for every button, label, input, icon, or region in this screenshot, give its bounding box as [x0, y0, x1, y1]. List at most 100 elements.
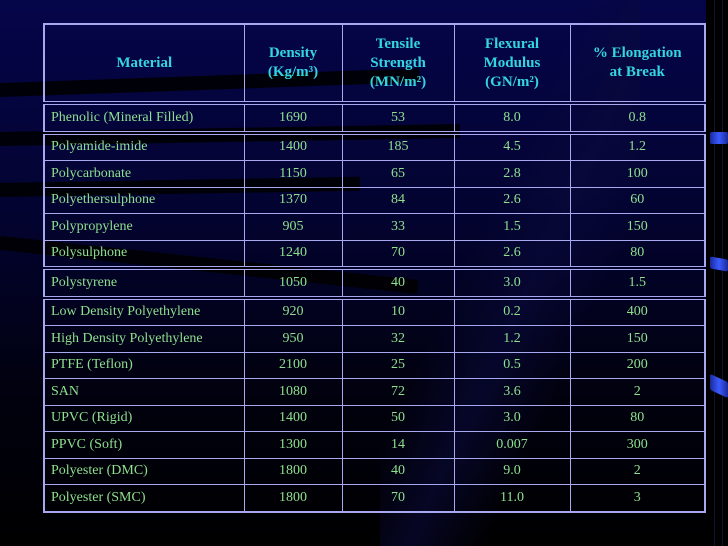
cell-elongation: 100 [569, 160, 706, 188]
cell-elongation: 0.8 [569, 101, 706, 133]
table-row: Polyester (DMC) 1800 40 9.0 2 [43, 457, 706, 485]
cell-elongation: 1.2 [569, 130, 706, 161]
cell-density: 1050 [243, 266, 343, 298]
header-material: Material [43, 23, 245, 104]
cell-material: Polyester (DMC) [43, 457, 245, 485]
cell-elongation: 400 [569, 295, 706, 326]
plastics-properties-table: Material Density (Kg/m³) Tensile Strength(… [43, 23, 706, 513]
cell-elongation: 150 [569, 325, 706, 353]
table-row: Polyethersulphone 1370 84 2.6 60 [43, 186, 706, 214]
cell-elongation: 1.5 [569, 266, 706, 298]
header-elongation: % Elongation at Break [569, 23, 706, 104]
cell-flexural: 1.5 [453, 213, 571, 241]
table-row: Polyamide-imide 1400 185 4.5 1.2 [43, 130, 706, 161]
cell-flexural: 11.0 [453, 484, 571, 512]
cell-flexural: 4.5 [453, 130, 571, 161]
table-row: Polystyrene 1050 40 3.0 1.5 [43, 266, 706, 298]
cell-density: 1690 [243, 101, 343, 133]
cell-elongation: 200 [569, 351, 706, 379]
rail-line [722, 0, 723, 546]
cell-tensile: 72 [341, 378, 455, 406]
cell-flexural: 1.2 [453, 325, 571, 353]
cell-material: Polyester (SMC) [43, 484, 245, 512]
cell-density: 2100 [243, 351, 343, 379]
cell-material: Phenolic (Mineral Filled) [43, 101, 245, 133]
cell-density: 905 [243, 213, 343, 241]
cell-flexural: 9.0 [453, 457, 571, 485]
cell-elongation: 2 [569, 378, 706, 406]
cell-material: Polycarbonate [43, 160, 245, 188]
cell-material: Low Density Polyethylene [43, 295, 245, 326]
cell-flexural: 0.007 [453, 431, 571, 459]
cell-material: PTFE (Teflon) [43, 351, 245, 379]
cell-elongation: 2 [569, 457, 706, 485]
cell-density: 1240 [243, 239, 343, 269]
cell-tensile: 10 [341, 295, 455, 326]
cell-tensile: 25 [341, 351, 455, 379]
cell-flexural: 2.8 [453, 160, 571, 188]
cell-density: 1800 [243, 457, 343, 485]
cell-tensile: 40 [341, 266, 455, 298]
cell-density: 1800 [243, 484, 343, 512]
cell-tensile: 70 [341, 239, 455, 269]
cell-elongation: 80 [569, 239, 706, 269]
cell-flexural: 2.6 [453, 239, 571, 269]
cell-elongation: 300 [569, 431, 706, 459]
header-flexural: Flexural Modulus (GN/m²) [453, 23, 571, 104]
cell-flexural: 8.0 [453, 101, 571, 133]
cell-tensile: 32 [341, 325, 455, 353]
header-density: Density (Kg/m³) [243, 23, 343, 104]
cell-tensile: 65 [341, 160, 455, 188]
cell-material: Polystyrene [43, 266, 245, 298]
cell-tensile: 50 [341, 404, 455, 432]
cell-flexural: 0.2 [453, 295, 571, 326]
cell-material: UPVC (Rigid) [43, 404, 245, 432]
table-row: Polypropylene 905 33 1.5 150 [43, 213, 706, 241]
table-row: PPVC (Soft) 1300 14 0.007 300 [43, 431, 706, 459]
cell-material: SAN [43, 378, 245, 406]
cell-tensile: 33 [341, 213, 455, 241]
cell-elongation: 80 [569, 404, 706, 432]
cell-elongation: 150 [569, 213, 706, 241]
cell-density: 1400 [243, 130, 343, 161]
cell-flexural: 3.0 [453, 404, 571, 432]
cell-tensile: 185 [341, 130, 455, 161]
cell-density: 1400 [243, 404, 343, 432]
cell-elongation: 3 [569, 484, 706, 512]
table-row: Polycarbonate 1150 65 2.8 100 [43, 160, 706, 188]
cell-tensile: 53 [341, 101, 455, 133]
cell-material: High Density Polyethylene [43, 325, 245, 353]
table-row: SAN 1080 72 3.6 2 [43, 378, 706, 406]
table-row: PTFE (Teflon) 2100 25 0.5 200 [43, 351, 706, 379]
cell-density: 920 [243, 295, 343, 326]
cell-density: 950 [243, 325, 343, 353]
cell-density: 1370 [243, 186, 343, 214]
rail-accent [710, 132, 728, 144]
table-row: High Density Polyethylene 950 32 1.2 150 [43, 325, 706, 353]
table-row: Polyester (SMC) 1800 70 11.0 3 [43, 484, 706, 512]
rail-line [714, 0, 715, 546]
cell-flexural: 3.6 [453, 378, 571, 406]
cell-density: 1080 [243, 378, 343, 406]
table-row: Phenolic (Mineral Filled) 1690 53 8.0 0.… [43, 101, 706, 133]
cell-density: 1150 [243, 160, 343, 188]
cell-material: Polysulphone [43, 239, 245, 269]
table-row: Polysulphone 1240 70 2.6 80 [43, 239, 706, 269]
cell-material: Polyethersulphone [43, 186, 245, 214]
table-row: UPVC (Rigid) 1400 50 3.0 80 [43, 404, 706, 432]
cell-density: 1300 [243, 431, 343, 459]
right-decoration [706, 0, 728, 546]
cell-material: Polyamide-imide [43, 130, 245, 161]
cell-flexural: 0.5 [453, 351, 571, 379]
cell-flexural: 3.0 [453, 266, 571, 298]
cell-tensile: 40 [341, 457, 455, 485]
cell-material: PPVC (Soft) [43, 431, 245, 459]
cell-tensile: 70 [341, 484, 455, 512]
header-tensile: Tensile Strength (MN/m²) [341, 23, 455, 104]
cell-elongation: 60 [569, 186, 706, 214]
cell-tensile: 84 [341, 186, 455, 214]
table-row: Low Density Polyethylene 920 10 0.2 400 [43, 295, 706, 326]
header-row: Material Density (Kg/m³) Tensile Strength(… [43, 23, 706, 104]
cell-flexural: 2.6 [453, 186, 571, 214]
cell-tensile: 14 [341, 431, 455, 459]
